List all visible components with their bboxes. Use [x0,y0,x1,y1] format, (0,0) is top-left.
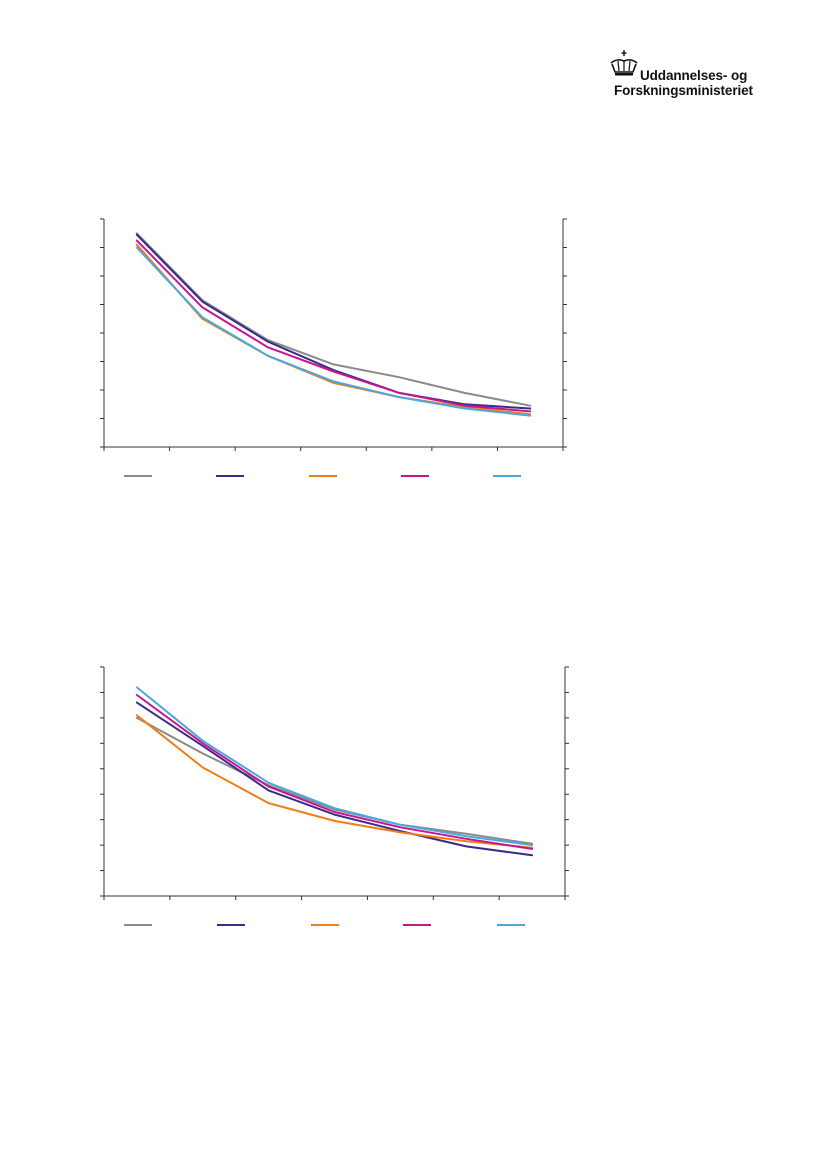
series-line-1 [135,232,532,407]
ministry-logo: Uddannelses- og Forskningsministeriet [606,47,766,102]
logo-line-1: Uddannelses- og [640,68,748,83]
series-line-4 [135,239,532,413]
series-line-5 [135,246,532,417]
series-line-5 [135,686,534,847]
series-line-3 [135,714,534,849]
series-line-2 [135,233,532,410]
crown-icon [610,50,638,76]
logo-line-2: Forskningsministeriet [614,83,753,98]
series-line-2 [135,701,534,857]
series-line-4 [135,694,534,850]
series-line-3 [135,243,532,416]
series-line-1 [135,716,534,845]
